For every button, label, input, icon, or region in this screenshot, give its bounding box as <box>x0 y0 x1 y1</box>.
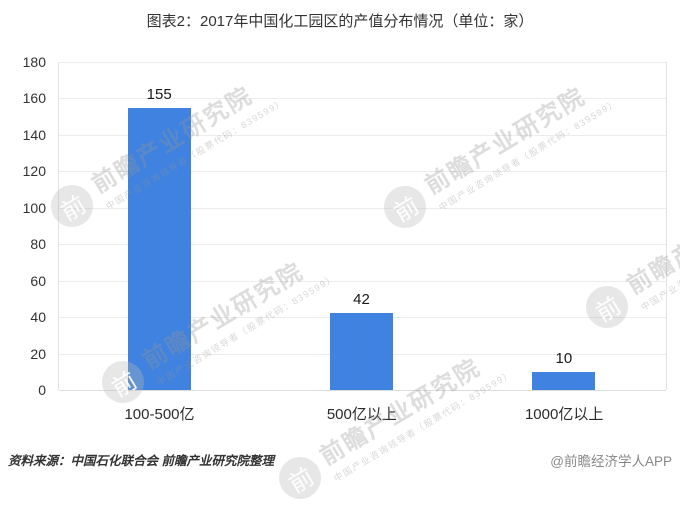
gridline-y-60 <box>59 280 666 282</box>
x-tick-label-500亿以上: 500亿以上 <box>326 406 397 423</box>
x-tick-label-1000亿以上: 1000亿以上 <box>524 406 604 423</box>
chart-title: 图表2：2017年中国化工园区的产值分布情况（单位：家） <box>146 13 534 30</box>
x-tick-label-100-500亿: 100-500亿 <box>124 406 195 423</box>
gridline-y-100 <box>59 207 666 209</box>
y-tick-label-0: 0 <box>38 382 46 398</box>
y-tick-label-180: 180 <box>22 54 46 70</box>
watermark-globe-logo-icon: 前 <box>271 449 329 507</box>
gridline-y-180 <box>59 62 666 63</box>
bar-value-label-100-500亿: 155 <box>146 85 172 103</box>
gridline-y-80 <box>59 244 666 246</box>
bar-500亿以上 <box>330 313 393 390</box>
gridline-y-160 <box>59 98 666 100</box>
gridline-y-0 <box>59 390 666 391</box>
y-tick-label-120: 120 <box>22 163 46 180</box>
bar-value-label-1000亿以上: 10 <box>555 349 573 367</box>
bar-value-label-500亿以上: 42 <box>353 291 370 309</box>
bar-1000亿以上 <box>532 371 596 390</box>
chart-page: { "title": "图表2：2017年中国化工园区的产值分布情况（单位：家）… <box>8 13 680 507</box>
y-tick-label-160: 160 <box>22 90 46 107</box>
y-tick-label-80: 80 <box>30 236 46 253</box>
gridline-y-120 <box>59 171 666 173</box>
footer-brand-tag: @前瞻经济学人APP <box>550 454 672 469</box>
y-tick-label-20: 20 <box>30 345 46 362</box>
y-tick-label-40: 40 <box>30 309 46 326</box>
y-tick-label-140: 140 <box>22 126 46 143</box>
y-tick-label-60: 60 <box>30 272 46 289</box>
y-tick-label-100: 100 <box>22 199 46 216</box>
gridline-y-140 <box>59 134 666 136</box>
footer-source-note: 资料来源：中国石化联合会 前瞻产业研究院整理 <box>8 454 274 468</box>
bar-100-500亿 <box>127 107 191 390</box>
